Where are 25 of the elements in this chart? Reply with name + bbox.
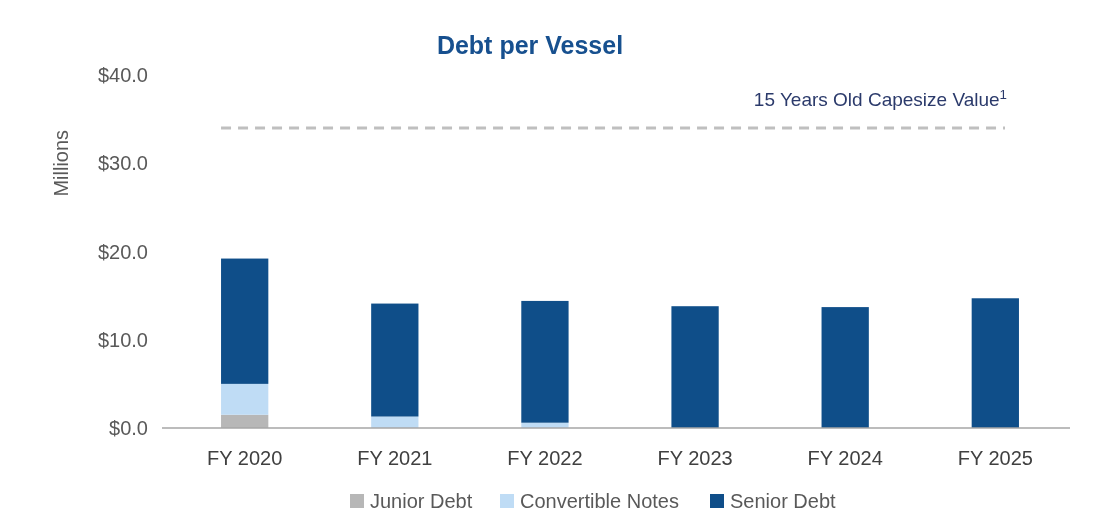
bar [671,306,719,428]
x-tick-label: FY 2022 [507,447,583,469]
y-axis-title: Millions [50,129,72,197]
y-tick-label: $30.0 [97,152,148,175]
x-tick-label: FY 2023 [657,447,733,469]
bar [821,307,869,428]
x-tick-label: FY 2024 [807,447,883,469]
legend-label: Junior Debt [370,490,473,512]
y-tick-label: $0.0 [109,417,148,439]
chart-title: Debt per Vessel [436,31,624,59]
bar [521,300,569,423]
legend-label: Convertible Notes [520,490,679,512]
x-tick-label: FY 2021 [357,447,433,469]
y-tick-label: $20.0 [97,240,148,263]
bar [971,298,1019,428]
bar [221,258,269,384]
legend-label: Senior Debt [730,490,837,512]
bar [221,414,269,428]
ref-line-label: 15 Years Old Capesize Value$^{1}$ [753,86,1007,110]
y-tick-label: $40.0 [97,64,148,86]
y-tick-label: $10.0 [97,328,148,351]
x-tick-label: FY 2020 [207,447,283,469]
x-tick-label: FY 2025 [957,447,1033,469]
bar [371,303,419,417]
bar [221,383,269,415]
